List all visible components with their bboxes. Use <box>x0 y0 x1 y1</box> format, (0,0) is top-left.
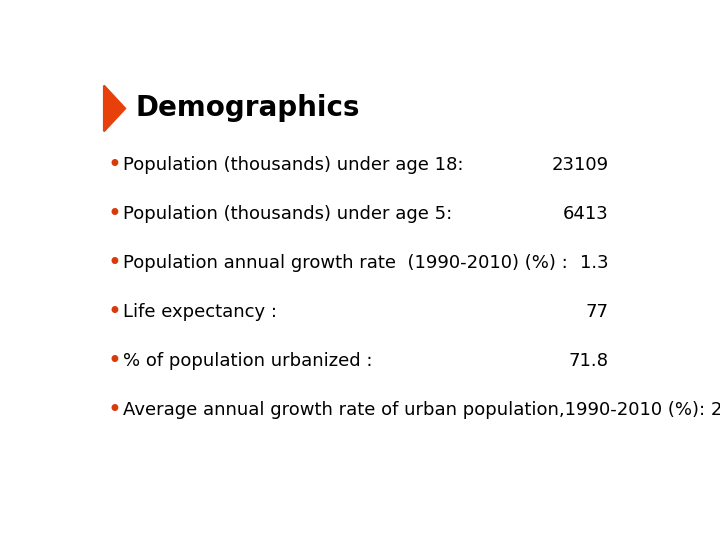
Text: •: • <box>108 349 122 373</box>
Text: Demographics: Demographics <box>136 94 360 123</box>
Text: •: • <box>108 153 122 177</box>
Text: % of population urbanized :: % of population urbanized : <box>124 352 373 370</box>
Text: 23109: 23109 <box>552 156 609 173</box>
Text: 6413: 6413 <box>563 205 609 222</box>
Polygon shape <box>104 85 125 131</box>
Text: Population annual growth rate  (1990-2010) (%) :: Population annual growth rate (1990-2010… <box>124 254 568 272</box>
Text: •: • <box>108 201 122 226</box>
Text: 77: 77 <box>586 303 609 321</box>
Text: Life expectancy :: Life expectancy : <box>124 303 277 321</box>
Text: 1.3: 1.3 <box>580 254 609 272</box>
Text: Average annual growth rate of urban population,1990-2010 (%): 2.3: Average annual growth rate of urban popu… <box>124 401 720 419</box>
Text: •: • <box>108 251 122 275</box>
Text: 71.8: 71.8 <box>569 352 609 370</box>
Text: Population (thousands) under age 5:: Population (thousands) under age 5: <box>124 205 453 222</box>
Text: Population (thousands) under age 18:: Population (thousands) under age 18: <box>124 156 464 173</box>
Text: •: • <box>108 398 122 422</box>
Text: •: • <box>108 300 122 324</box>
